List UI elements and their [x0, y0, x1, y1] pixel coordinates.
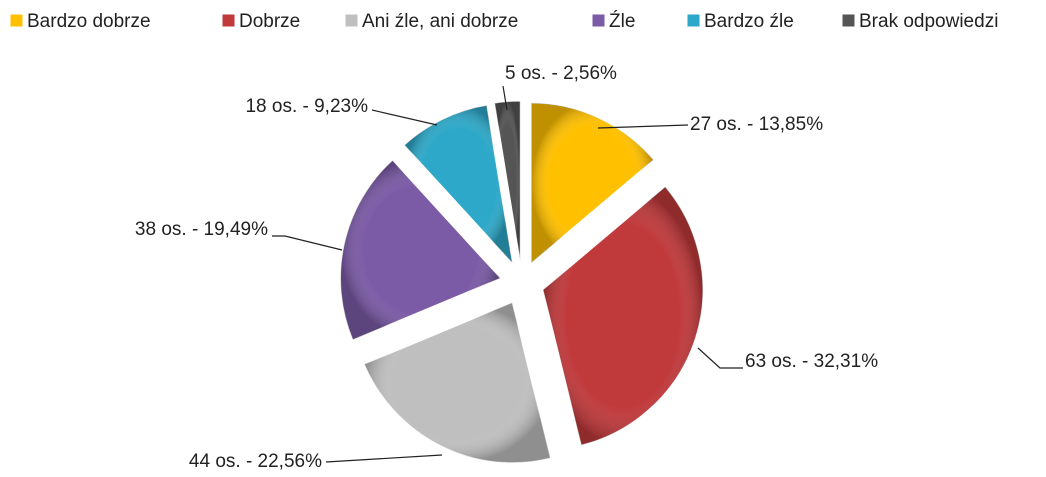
legend-swatch [686, 13, 701, 28]
legend-label: Źle [609, 11, 635, 32]
legend-swatch [221, 13, 236, 28]
data-label: 18 os. - 9,23% [245, 96, 368, 117]
legend-label: Brak odpowiedzi [859, 11, 998, 32]
slice-shade [542, 186, 703, 446]
slice-shade [494, 101, 521, 262]
leader-line [697, 347, 743, 369]
leader-line [597, 124, 689, 129]
legend-label: Bardzo dobrze [27, 11, 151, 32]
leader-line [371, 109, 438, 126]
leader-line [325, 454, 443, 463]
legend-swatch [591, 13, 606, 28]
data-label: 44 os. - 22,56% [189, 451, 322, 472]
legend-label: Bardzo źle [704, 11, 794, 32]
slice-shade [531, 103, 654, 264]
data-label: 38 os. - 19,49% [135, 219, 268, 240]
legend-swatch [344, 13, 359, 28]
legend-swatch [9, 13, 24, 28]
legend-label: Dobrze [239, 11, 300, 32]
legend-swatch [841, 13, 856, 28]
slice-shade [404, 105, 513, 264]
data-label: 63 os. - 32,31% [745, 351, 878, 372]
legend-label: Ani źle, ani dobrze [362, 11, 518, 32]
slice-shade [364, 302, 551, 463]
leader-line [502, 85, 508, 111]
data-label: 5 os. - 2,56% [505, 63, 617, 84]
data-label: 27 os. - 13,85% [690, 114, 823, 135]
leader-line [272, 235, 343, 251]
slice-shade [340, 160, 501, 340]
